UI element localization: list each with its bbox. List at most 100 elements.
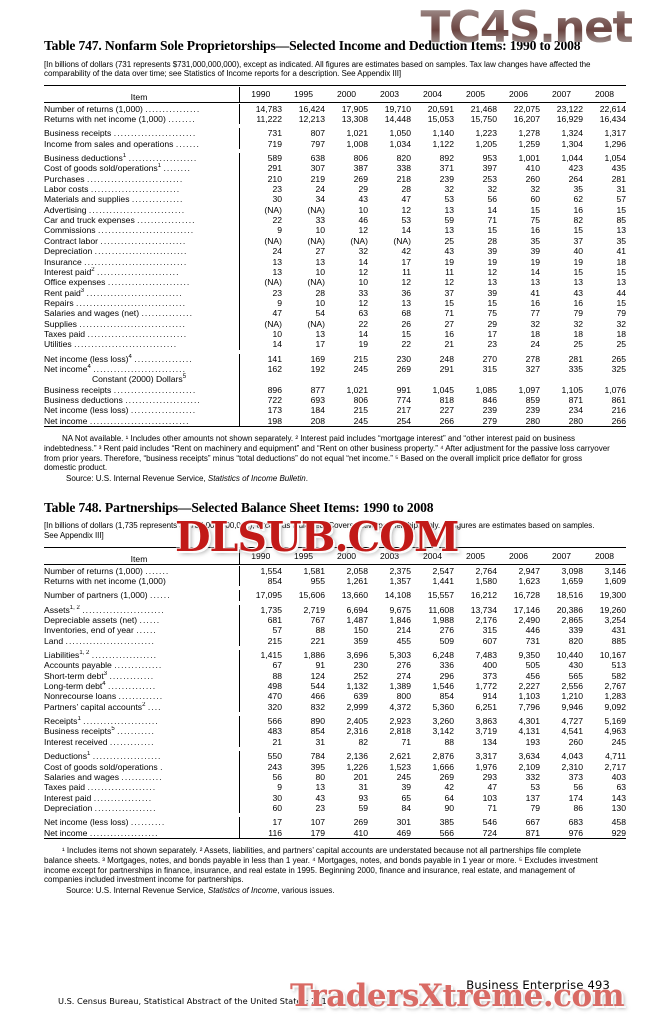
column-divider — [234, 405, 240, 416]
leader-dots: ...................... — [83, 716, 159, 727]
table-747-headnote: [In billions of dollars (731 represents … — [44, 59, 591, 79]
table-cell: 23 — [315, 802, 325, 813]
table-cell: 2,058 — [346, 565, 368, 576]
table-cell: 60 — [272, 802, 282, 813]
table-cell: 71 — [401, 736, 411, 747]
table-cell: 134 — [482, 736, 497, 747]
table-cell: 218 — [396, 173, 411, 184]
table-cell: 12 — [358, 297, 368, 308]
table-cell: 253 — [482, 173, 497, 184]
table-cell: 1,054 — [604, 153, 626, 164]
table-cell: 29 — [487, 318, 497, 329]
leader-dots: .............. — [114, 660, 163, 671]
table-cell: 565 — [568, 670, 583, 681]
table-cell: 16,207 — [513, 114, 540, 125]
table-cell: 34 — [315, 194, 325, 205]
table-cell: 44 — [616, 287, 626, 298]
table-cell: 9 — [277, 225, 282, 236]
leader-dots: .............................. — [84, 256, 188, 267]
table-row: Partners’ capital accounts2 .... 320 832 2,… — [44, 701, 626, 713]
table-cell: (NA) — [264, 204, 282, 215]
table-cell: 2,176 — [475, 615, 497, 626]
table-cell: 1,666 — [432, 761, 454, 772]
table-cell: 80 — [315, 771, 325, 782]
table-cell: 88 — [444, 736, 454, 747]
table-cell: 59 — [444, 215, 454, 226]
table-cell: 9,675 — [389, 604, 411, 615]
table-row: Rent paid3 ............................ 2… — [44, 287, 626, 298]
table-cell: 208 — [310, 415, 325, 426]
table-row: Interest received ............. 21 31 82 71 8… — [44, 736, 626, 748]
table-cell: 201 — [353, 771, 368, 782]
table-cell: 896 — [267, 384, 282, 395]
table-cell: 32 — [358, 246, 368, 257]
cell-empty — [454, 374, 497, 384]
table-cell: 116 — [268, 827, 282, 838]
table-cell: 79 — [616, 308, 626, 319]
table-cell: 14 — [530, 266, 540, 277]
row-label: Contract labor ......................... — [44, 235, 187, 246]
table-cell: 385 — [439, 817, 454, 828]
column-divider — [234, 277, 240, 288]
leader-dots: ...... — [136, 625, 157, 636]
table-section-subheader: Constant (2000) Dollars5 — [44, 374, 626, 385]
table-cell: 32 — [573, 318, 583, 329]
table-row: Business deductions1 ...................… — [44, 153, 626, 164]
row-label: Number of returns (1,000) ....... — [44, 565, 170, 576]
table-cell: 767 — [310, 615, 325, 626]
leader-dots: ........................ — [82, 604, 165, 615]
leader-dots: ............................ — [88, 204, 186, 215]
table-cell: 335 — [568, 363, 583, 374]
table-cell: 861 — [611, 394, 626, 405]
table-cell: 1,045 — [432, 384, 454, 395]
table-cell: 15 — [401, 328, 411, 339]
table-cell: 2,547 — [432, 565, 454, 576]
table-cell: 41 — [616, 246, 626, 257]
table-cell: 1,034 — [389, 138, 411, 149]
leader-dots: .............................. — [74, 339, 178, 350]
leader-dots: ............ — [121, 771, 163, 782]
row-label: Labor costs .......................... — [44, 184, 181, 195]
table-747-foot — [44, 426, 626, 428]
row-label: Office expenses ........................ — [44, 277, 191, 288]
table-cell: 293 — [482, 771, 497, 782]
column-divider — [234, 184, 240, 195]
column-divider — [234, 287, 240, 298]
table-cell: 1,205 — [475, 138, 497, 149]
leader-dots: ................... — [91, 650, 158, 661]
table-cell: 280 — [525, 415, 540, 426]
column-header-year: 2008 — [594, 88, 615, 99]
table-row: Deductions1 .................... 550 784 2,… — [44, 751, 626, 762]
table-cell: 215 — [267, 635, 282, 646]
table-cell: 1,988 — [432, 615, 454, 626]
table-row: Labor costs .......................... 23… — [44, 184, 626, 195]
table-row: Assets1, 2 ........................ 1,735… — [44, 604, 626, 616]
table-cell: 15,557 — [427, 590, 454, 601]
table-cell: 91 — [315, 660, 325, 671]
table-cell: 2,767 — [604, 681, 626, 692]
cell-empty — [411, 374, 454, 384]
table-cell: 1,140 — [432, 128, 454, 139]
table-748-footnote-text: ¹ Includes items not shown separately. ²… — [44, 845, 598, 885]
column-divider — [234, 660, 240, 671]
row-label: Business deductions1 ...................… — [44, 153, 198, 164]
table-cell: 46 — [358, 215, 368, 226]
table-row: Net income (less loss)4 ................… — [44, 353, 626, 364]
leader-dots: .... — [147, 701, 162, 712]
leader-dots: ................... — [130, 405, 197, 416]
table-cell: 1,487 — [346, 615, 368, 626]
table-cell: 53 — [530, 782, 540, 793]
table-cell: 806 — [353, 394, 368, 405]
table-row: Advertising ............................… — [44, 204, 626, 216]
row-label: Cost of goods sold/operations1 ........ — [44, 163, 191, 174]
table-cell: 483 — [267, 726, 282, 737]
leader-dots: ............. — [109, 736, 155, 747]
table-cell: 14,783 — [255, 103, 282, 114]
table-row: Nonrecourse loans ............. 470 466 639… — [44, 691, 626, 702]
table-cell: 291 — [267, 163, 282, 174]
table-row: Cost of goods sold/operations . 243 395 1,2… — [44, 761, 626, 772]
table-cell: 13 — [573, 277, 583, 288]
table-row: Business receipts5 ........... 483 854 2,31… — [44, 726, 626, 737]
leader-dots: .......................... — [90, 184, 181, 195]
table-cell: 4,301 — [518, 716, 540, 727]
